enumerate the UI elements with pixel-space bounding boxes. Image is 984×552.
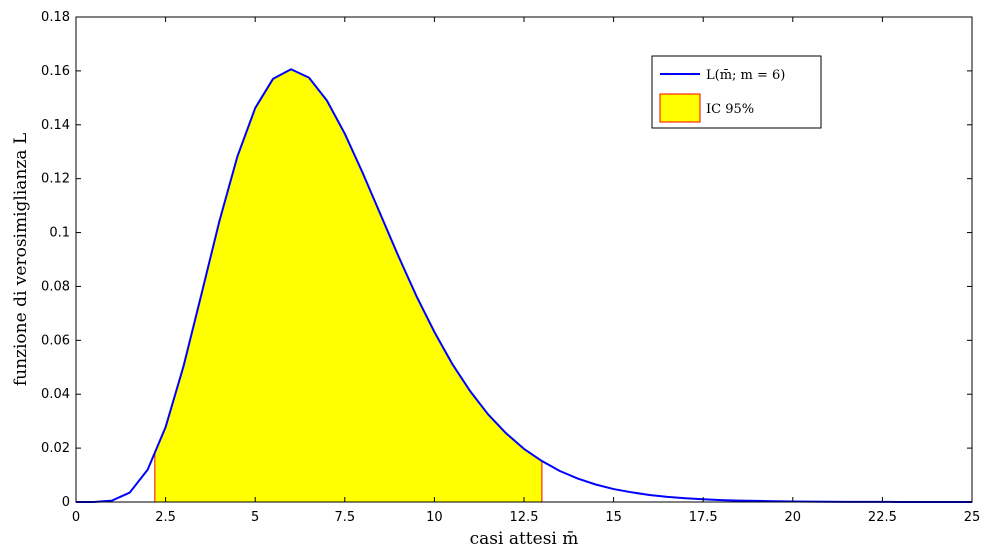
y-tick-label: 0.16 [41, 64, 70, 79]
x-tick-label: 5 [251, 510, 259, 525]
y-tick-label: 0.02 [41, 441, 70, 456]
legend-area-swatch [659, 93, 701, 123]
y-tick-label: 0.1 [49, 226, 70, 241]
y-tick-label: 0.14 [41, 118, 70, 133]
y-tick-label: 0.18 [41, 10, 70, 25]
x-tick-label: 7.5 [334, 510, 355, 525]
y-tick-label: 0.06 [41, 333, 70, 348]
x-tick-label: 12.5 [510, 510, 539, 525]
y-tick-label: 0.08 [41, 279, 70, 294]
x-axis-label: casi attesi m̄ [470, 529, 579, 549]
legend-line-label: L(m̄; m = 6) [706, 68, 785, 83]
x-tick-label: 15 [605, 510, 622, 525]
x-tick-label: 25 [964, 510, 981, 525]
y-tick-label: 0.04 [41, 387, 70, 402]
y-axis-label: funzione di verosimiglianza L [11, 133, 31, 386]
x-tick-label: 2.5 [155, 510, 176, 525]
x-tick-label: 17.5 [689, 510, 718, 525]
tick-layer: 0 2.5 5 7.5 10 12.5 15 17.5 20 22.5 25 0 0.02 0.04 0.0… [41, 10, 980, 525]
y-tick-label: 0.12 [41, 172, 70, 187]
y-tick-label: 0 [62, 495, 70, 510]
legend: L(m̄; m = 6) IC 95% [651, 55, 822, 129]
x-tick-label: 10 [426, 510, 443, 525]
x-tick-label: 0 [72, 510, 80, 525]
legend-area-label: IC 95% [706, 102, 754, 117]
x-tick-label: 20 [785, 510, 802, 525]
x-tick-label: 22.5 [868, 510, 897, 525]
